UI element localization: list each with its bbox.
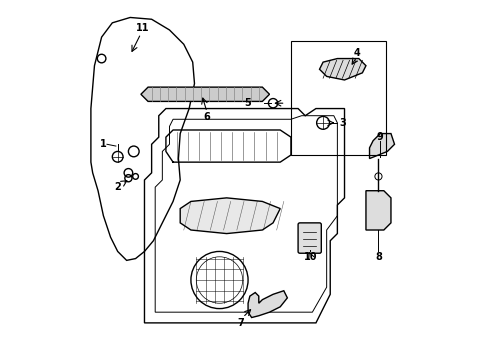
Bar <box>290 41 385 155</box>
Text: 4: 4 <box>353 48 360 58</box>
Text: 3: 3 <box>339 118 346 128</box>
PathPatch shape <box>247 291 287 318</box>
Text: 7: 7 <box>237 318 244 328</box>
PathPatch shape <box>369 134 394 158</box>
PathPatch shape <box>180 198 280 234</box>
Text: 5: 5 <box>244 98 251 108</box>
Text: 9: 9 <box>376 132 383 142</box>
Text: 2: 2 <box>114 182 121 192</box>
PathPatch shape <box>365 191 390 230</box>
Text: 10: 10 <box>303 252 317 262</box>
Text: 6: 6 <box>203 112 210 122</box>
Text: 11: 11 <box>136 23 149 33</box>
Text: 8: 8 <box>374 252 381 262</box>
PathPatch shape <box>319 59 365 80</box>
Polygon shape <box>141 87 269 102</box>
Text: 1: 1 <box>100 139 106 149</box>
FancyBboxPatch shape <box>298 223 321 253</box>
